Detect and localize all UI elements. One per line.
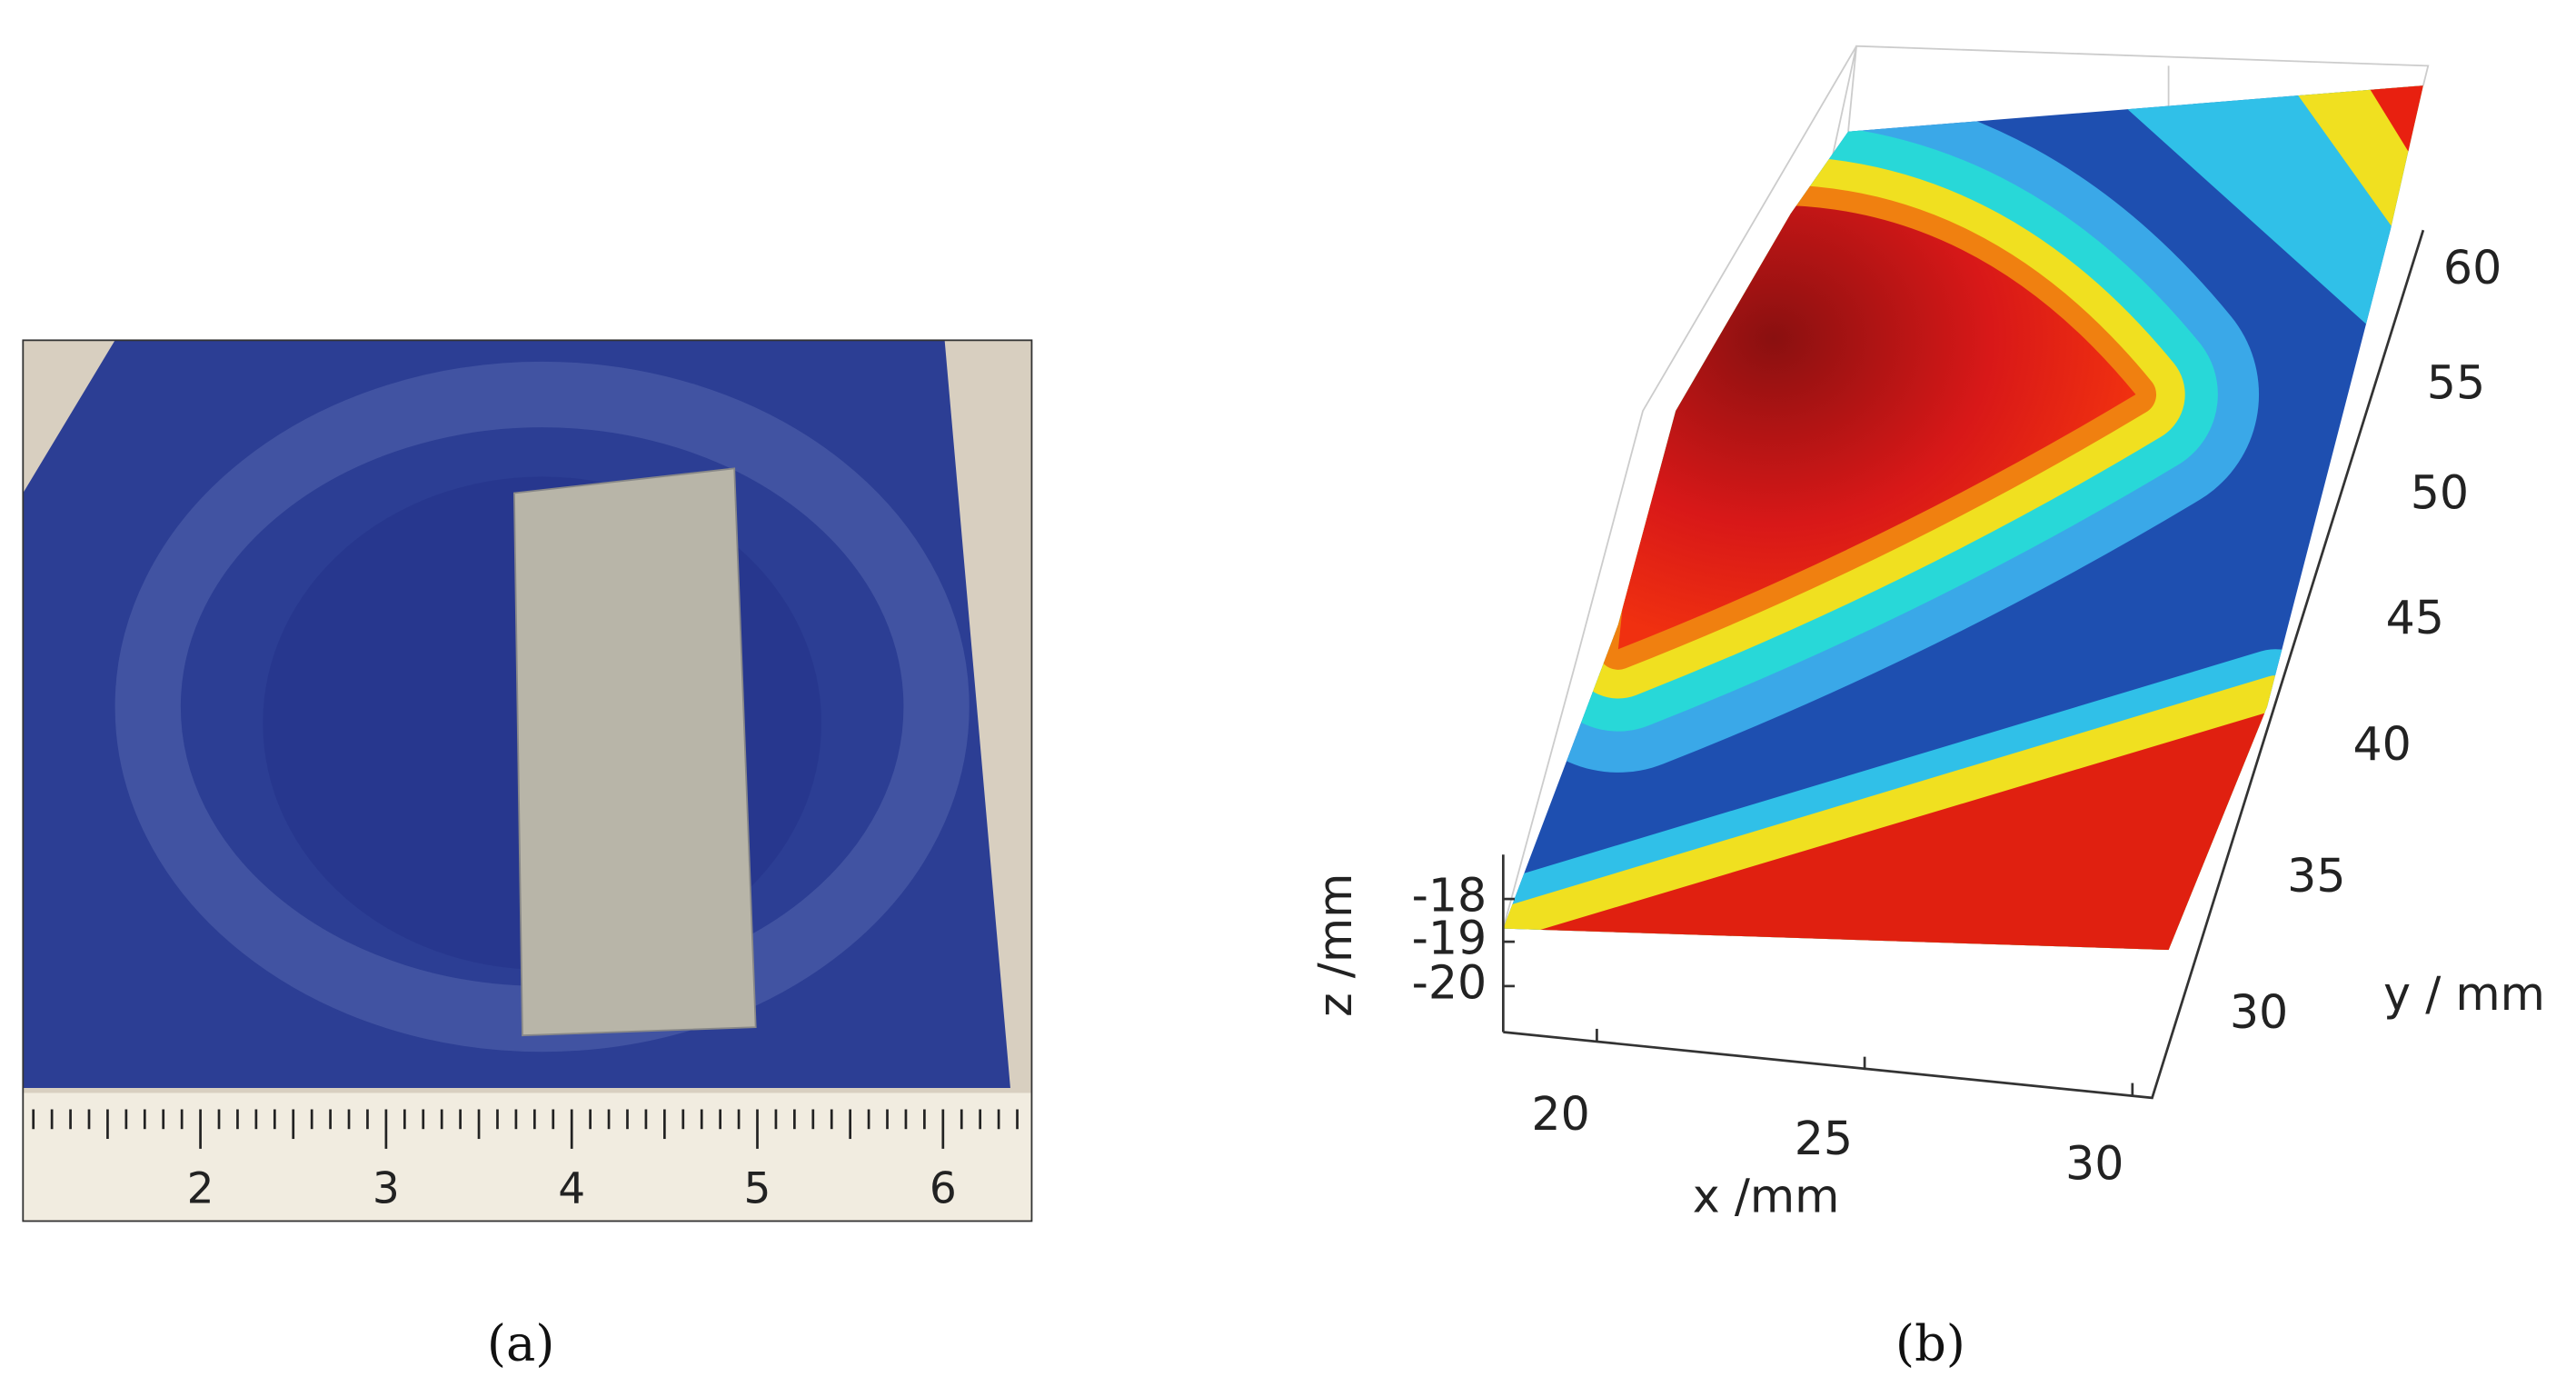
caption: (b) (1895, 1315, 1965, 1372)
x-tick-label: 25 (1795, 1112, 1853, 1165)
y-axis-label: y / mm (2383, 967, 2545, 1021)
z-tick-label: -18 (1412, 869, 1487, 923)
x-tick-label: 30 (2065, 1136, 2123, 1190)
z-tick-label: -20 (1412, 955, 1487, 1009)
ruler-label: 4 (558, 1163, 585, 1213)
caption: (a) (487, 1315, 555, 1372)
y-tick-label: 50 (2411, 466, 2469, 520)
grey-patch (512, 467, 757, 1037)
axes (1501, 229, 2425, 1100)
photo (23, 340, 1032, 1222)
ruler-label: 6 (930, 1163, 957, 1213)
y-tick-label: 45 (2386, 591, 2444, 644)
y-tick-label: 30 (2230, 985, 2288, 1039)
ruler (23, 1093, 1032, 1222)
photo-frame (22, 339, 1033, 1222)
x-tick-label: 20 (1531, 1087, 1589, 1141)
y-tick-label: 55 (2427, 355, 2485, 409)
ruler-label: 3 (373, 1163, 400, 1213)
y-tick-label: 40 (2352, 717, 2411, 771)
ruler-label: 5 (744, 1163, 771, 1213)
ruler-label: 2 (187, 1163, 214, 1213)
y-tick-label: 60 (2443, 241, 2501, 294)
z-tick-label: -19 (1412, 912, 1487, 965)
box-grid (1502, 45, 2430, 929)
y-tick-label: 35 (2287, 849, 2345, 903)
z-axis-label: z /mm (1308, 873, 1362, 1017)
x-axis-label: x /mm (1693, 1169, 1840, 1222)
